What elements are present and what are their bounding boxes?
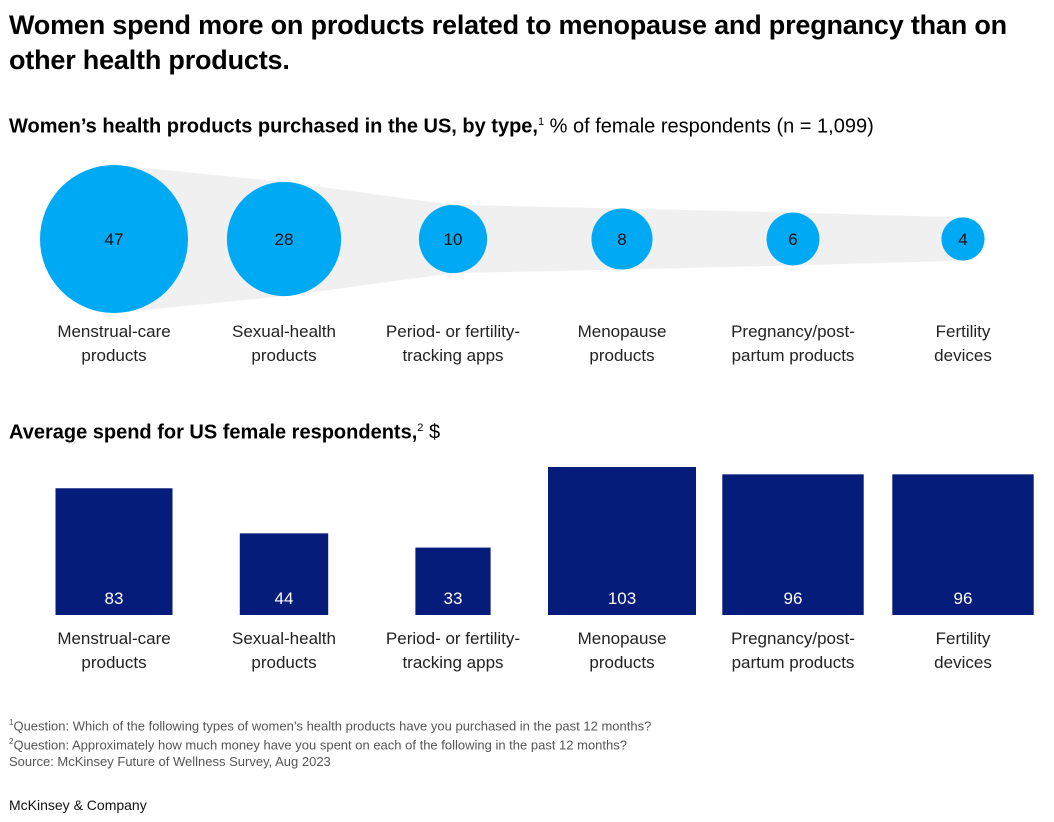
bubble-4 [766,212,820,266]
bar-value-0: 83 [105,589,124,608]
bubble-0 [40,165,188,313]
bubble-value-2: 10 [444,230,463,249]
bar-2 [415,547,491,615]
bar-category-label: Sexual-health products [232,629,336,672]
bar-0 [55,488,173,615]
bubble-5 [941,217,985,261]
bubble-category-label: Menstrual-care products [57,322,171,365]
footnote-2: 2Question: Approximately how much money … [9,737,627,753]
bubble-value-1: 28 [275,230,294,249]
bubble-category-label: Fertility devices [934,322,992,365]
footnote-1: 1Question: Which of the following types … [9,718,652,734]
bar-category-label: Fertility devices [934,629,992,672]
bar-category-label: Menopause products [577,629,667,672]
bar-value-2: 33 [444,589,463,608]
brand-logo: McKinsey & Company [9,797,147,813]
bar-value-3: 103 [608,589,636,608]
bubble-chart-title: Women’s health products purchased in the… [9,110,874,139]
bar-category-label: Period- or fertility-tracking apps [385,629,521,672]
bubble-1 [226,181,342,297]
bubble-title-rest: % of female respondents (n = 1,099) [544,115,874,138]
page-title: Women spend more on products related to … [9,10,1007,75]
bubble-value-5: 4 [958,230,967,249]
bubble-title-bold: Women’s health products purchased in the… [9,115,538,138]
bar-category-label: Pregnancy/post-partum products [731,629,855,672]
bubble-value-4: 6 [788,230,797,249]
bar-title-rest: $ [423,421,441,444]
bubble-category-label: Period- or fertility-tracking apps [385,322,521,365]
footnotes: 1Question: Which of the following types … [9,715,651,770]
bubble-category-label: Sexual-health products [232,322,336,365]
bubble-3 [591,208,653,270]
bar-1 [239,533,329,615]
bar-4 [722,474,864,615]
bar-chart-title: Average spend for US female respondents,… [9,416,440,445]
bubble-category-label: Menopause products [577,322,667,365]
bar-value-1: 44 [275,589,294,608]
bubble-title-sup: 1 [537,116,545,128]
bubble-value-0: 47 [105,230,124,249]
bar-title-bold: Average spend for US female respondents, [9,421,418,444]
bar-5 [892,474,1034,615]
bar-3 [548,467,696,615]
bar-value-5: 96 [954,589,973,608]
bar-title-sup: 2 [417,422,424,434]
bubble-category-label: Pregnancy/post-partum products [731,322,855,365]
bar-category-label: Menstrual-care products [57,629,171,672]
bubble-2 [418,204,488,274]
bubble-value-3: 8 [617,230,626,249]
source-note: Source: McKinsey Future of Wellness Surv… [9,753,331,769]
bar-value-4: 96 [784,589,803,608]
